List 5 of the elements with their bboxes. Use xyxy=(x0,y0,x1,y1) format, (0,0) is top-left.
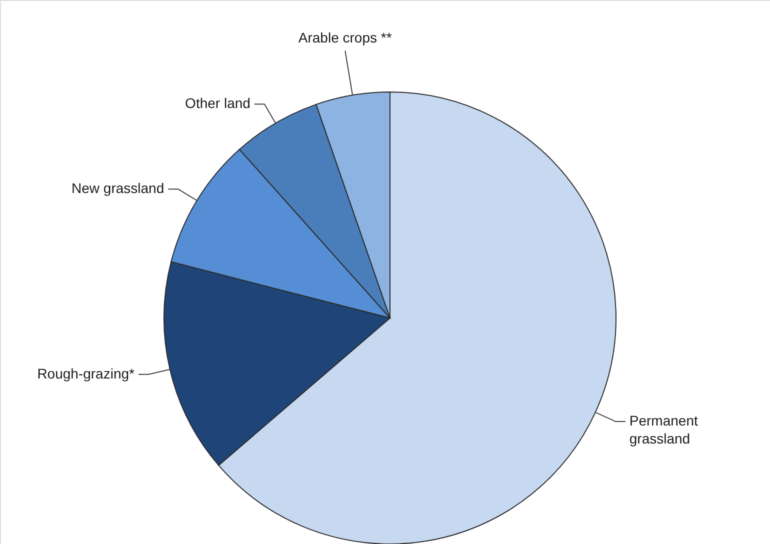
slice-label: Arable crops ** xyxy=(298,30,392,46)
slice-label: New grassland xyxy=(72,180,164,196)
slice-label: Other land xyxy=(185,95,250,112)
slice-label: Rough-grazing* xyxy=(37,365,136,382)
slice-label: Permanent grassland xyxy=(629,412,698,446)
